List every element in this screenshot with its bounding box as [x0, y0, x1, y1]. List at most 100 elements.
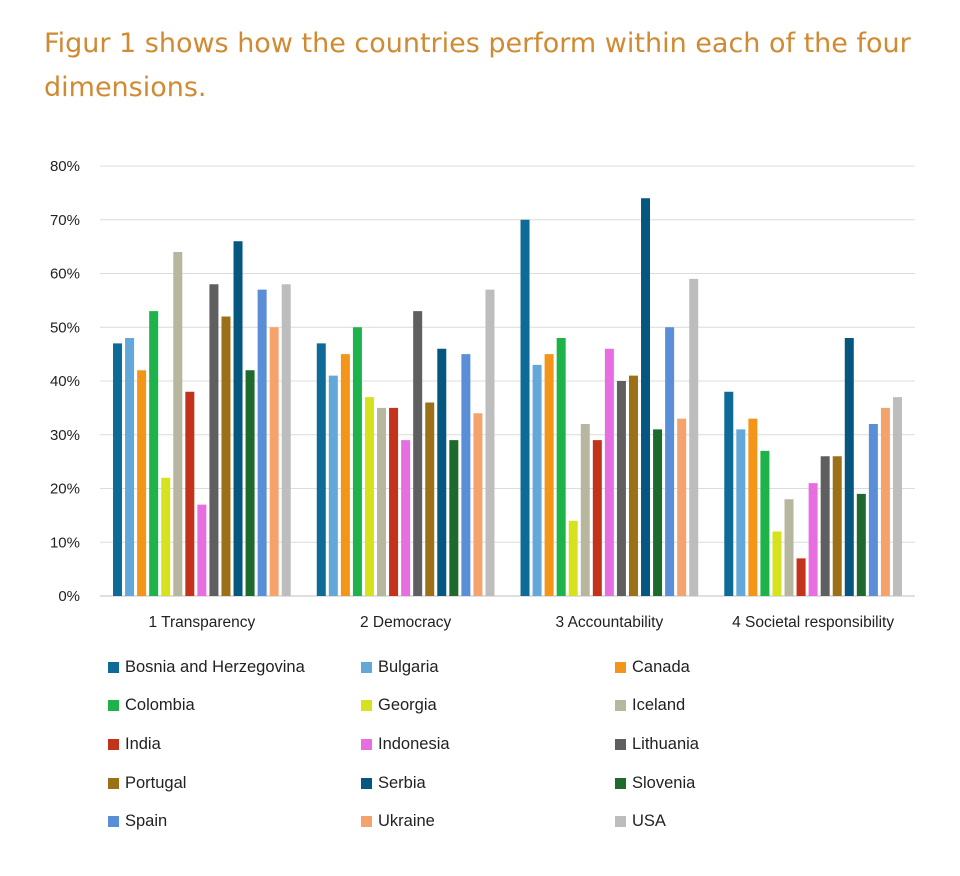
legend-swatch — [361, 738, 372, 750]
bar — [377, 407, 387, 596]
bar — [328, 375, 338, 596]
bar — [364, 397, 374, 596]
legend-label: Slovenia — [632, 773, 696, 792]
bar — [461, 354, 471, 596]
legend-item: Ukraine — [361, 811, 435, 833]
legend-swatch — [361, 700, 372, 712]
bar — [748, 418, 758, 596]
bar — [653, 429, 663, 596]
bar — [269, 327, 279, 596]
bars — [113, 198, 902, 596]
bar — [665, 327, 675, 596]
legend-item: Spain — [108, 811, 167, 833]
bar — [389, 407, 399, 596]
legend-swatch — [615, 738, 626, 750]
legend-label: Indonesia — [378, 734, 450, 753]
bar — [449, 440, 459, 596]
bar — [808, 483, 818, 596]
legend-item: Portugal — [108, 772, 186, 794]
legend-label: USA — [632, 812, 666, 831]
legend-item: Georgia — [361, 695, 437, 717]
bar — [125, 338, 135, 596]
bar — [485, 289, 495, 596]
bar — [796, 558, 806, 596]
legend-label: Georgia — [378, 696, 437, 715]
bar — [856, 493, 866, 596]
bar — [772, 531, 782, 596]
legend-swatch — [361, 816, 372, 828]
bar — [352, 327, 362, 596]
bar — [580, 424, 590, 596]
bar — [340, 354, 350, 596]
legend-swatch — [615, 661, 626, 673]
legend-item: Serbia — [361, 772, 426, 794]
legend-swatch — [108, 777, 119, 789]
bar — [281, 284, 291, 596]
bar — [724, 391, 734, 596]
legend-swatch — [108, 661, 119, 673]
bar — [592, 440, 602, 596]
legend-item: Slovenia — [615, 772, 695, 794]
legend-item: Colombia — [108, 695, 195, 717]
x-category-label: 1 Transparency — [148, 614, 255, 631]
bar — [641, 198, 651, 596]
x-axis-categories: 1 Transparency 2 Democracy 3 Accountabilit… — [148, 614, 894, 631]
legend-swatch — [615, 816, 626, 828]
bar — [401, 440, 411, 596]
bar — [113, 343, 123, 596]
legend-item: Lithuania — [615, 733, 699, 755]
bar — [532, 364, 542, 596]
bar — [185, 391, 195, 596]
legend-label: Portugal — [125, 773, 187, 792]
legend-swatch — [361, 661, 372, 673]
x-category-label: 3 Accountability — [556, 614, 664, 631]
y-tick-label: 40% — [50, 373, 80, 390]
legend-swatch — [615, 700, 626, 712]
bar — [425, 402, 435, 596]
legend-item: Iceland — [615, 695, 685, 717]
legend-item: Bosnia and Herzegovina — [108, 656, 305, 678]
legend-item: India — [108, 733, 161, 755]
page-heading: Figur 1 shows how the countries perform … — [44, 28, 911, 103]
bar — [149, 311, 159, 596]
legend-item: Canada — [615, 656, 690, 678]
bar — [473, 413, 483, 596]
y-tick-label: 80% — [50, 158, 80, 175]
legend-label: Lithuania — [632, 734, 699, 753]
bar — [628, 375, 638, 596]
legend-label: Bosnia and Herzegovina — [125, 657, 305, 676]
bar — [161, 477, 171, 596]
legend-swatch — [108, 738, 119, 750]
y-tick-label: 30% — [50, 427, 80, 444]
bar — [844, 338, 854, 596]
legend-label: Iceland — [632, 696, 686, 715]
bar — [413, 311, 423, 596]
x-category-label: 2 Democracy — [360, 614, 452, 631]
bar — [245, 370, 255, 596]
legend-label: Bulgaria — [378, 657, 439, 676]
bar — [209, 284, 219, 596]
legend-label: Colombia — [125, 696, 195, 715]
legend-swatch — [615, 777, 626, 789]
legend-label: Serbia — [378, 773, 426, 792]
legend-swatch — [108, 700, 119, 712]
legend-label: Canada — [632, 657, 690, 676]
legend-item: Bulgaria — [361, 656, 439, 678]
legend-swatch — [108, 816, 119, 828]
bar — [760, 450, 770, 596]
legend-swatch — [361, 777, 372, 789]
bar — [257, 289, 267, 596]
bar — [736, 429, 746, 596]
bar — [784, 499, 794, 596]
legend-item: USA — [615, 811, 666, 833]
y-axis-ticks: 0% 10% 20% 30% 40% 50% 60% 70% 80% — [50, 158, 80, 605]
bar — [233, 241, 243, 596]
legend-label: India — [125, 734, 161, 753]
y-tick-label: 10% — [50, 534, 80, 551]
bar — [689, 278, 699, 596]
legend-label: Spain — [125, 812, 168, 831]
y-tick-label: 20% — [50, 481, 80, 498]
y-tick-label: 50% — [50, 319, 80, 336]
bar — [820, 456, 830, 596]
bar — [137, 370, 147, 596]
